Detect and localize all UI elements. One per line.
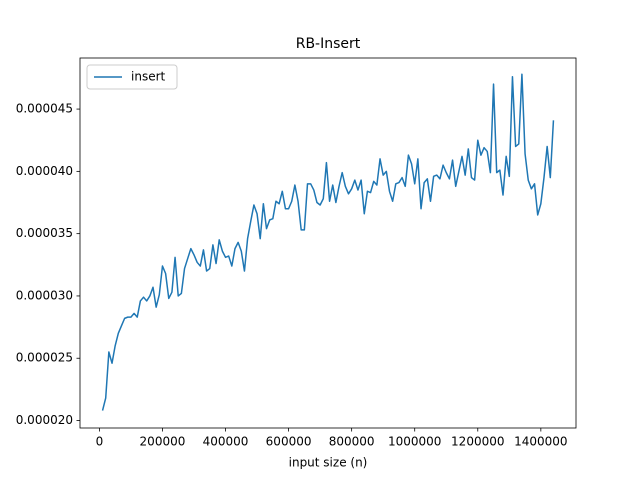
x-tick-label: 800000 (329, 435, 375, 449)
chart-title: RB-Insert (296, 36, 361, 52)
y-tick-label: 0.000025 (16, 351, 73, 365)
line-series (101, 73, 555, 411)
x-tick-label: 1400000 (514, 435, 567, 449)
x-tick-label: 0 (96, 435, 104, 449)
legend-label: insert (131, 70, 166, 84)
x-tick-label: 400000 (203, 435, 249, 449)
y-tick-label: 0.000045 (16, 102, 73, 116)
y-tick-label: 0.000030 (16, 288, 73, 302)
x-tick-label: 600000 (266, 435, 312, 449)
legend-box (86, 64, 178, 90)
x-tick-label: 1200000 (451, 435, 504, 449)
y-tick-label: 0.000040 (16, 164, 73, 178)
x-tick-label: 1000000 (388, 435, 441, 449)
x-axis-label: input size (n) (289, 456, 368, 470)
y-tick-label: 0.000035 (16, 226, 73, 240)
y-tick-label: 0.000020 (16, 413, 73, 427)
plot-frame (79, 57, 577, 429)
x-tick-label: 200000 (140, 435, 186, 449)
